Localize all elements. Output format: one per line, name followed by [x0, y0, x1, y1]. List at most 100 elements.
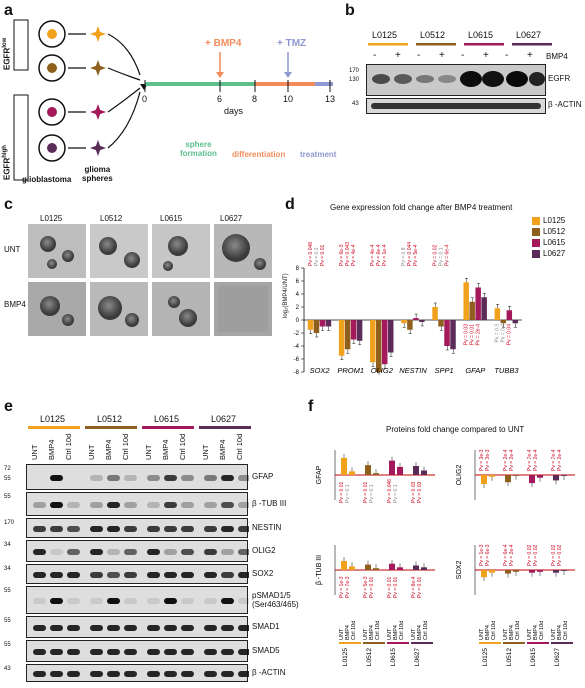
phase-treat-label: treatment: [300, 150, 337, 159]
e-col-label: Ctrl 10d: [178, 433, 187, 460]
f-col-label: UNT: [479, 628, 485, 640]
f-col-label: UNT: [551, 628, 557, 640]
p-value: Pv = 5e-3: [363, 576, 369, 598]
f-line-bar: [479, 642, 501, 644]
p-value: Pv = 0.1: [345, 484, 351, 503]
blot-band: [67, 502, 80, 508]
legend-label: L0125: [543, 216, 566, 225]
blot-band: [238, 549, 251, 555]
bar: [450, 320, 456, 350]
bar: [506, 310, 513, 320]
blot-band: [67, 625, 80, 631]
p-value: Pv = 5e-4: [413, 244, 419, 266]
y-tick-label: 8: [296, 266, 300, 272]
p-value: Pv = 6e-4: [376, 244, 382, 266]
bar: [481, 297, 487, 320]
p-value: Pv = 0.046: [387, 479, 393, 503]
legend-item: L0627: [532, 248, 584, 259]
timeline-tick: 13: [325, 94, 336, 104]
blot-band: [181, 475, 194, 481]
p-value: Pv = 2e-4: [503, 449, 509, 471]
bar: [382, 320, 388, 365]
f-col-label: Ctrl 10d: [399, 621, 405, 640]
blot-protein-label: SOX2: [252, 569, 274, 578]
f-line-bar: [411, 642, 433, 644]
micrograph: [28, 282, 86, 336]
p-value: Pv = 6e-4: [444, 244, 450, 266]
blot-band: [33, 502, 46, 508]
e-line-label: L0615: [154, 414, 180, 424]
blot-band: [90, 625, 103, 631]
blot-band: [124, 526, 137, 532]
p-value: Pv = 0.1: [438, 247, 444, 266]
p-value: Pv = 0.02: [533, 545, 539, 566]
legend-swatch: [532, 249, 540, 258]
blot-band: [164, 475, 177, 481]
timeline-tick: 10: [283, 94, 294, 104]
bar: [494, 308, 501, 320]
blot-band: [67, 572, 80, 578]
y-tick-label: 4: [296, 292, 300, 298]
f-bar: [537, 570, 543, 572]
p-value: Pv = 6e-3: [339, 244, 345, 266]
micrograph: [90, 224, 148, 278]
timeline-tick: 0: [142, 94, 148, 104]
blot-band: [181, 598, 194, 604]
blot-protein-label: OLIG2: [252, 546, 276, 555]
bar: [444, 320, 450, 346]
f-col-label: Ctrl 10d: [539, 621, 545, 640]
p-value: Pv = 3e-3: [479, 449, 485, 471]
blot-band: [67, 598, 80, 604]
blot-band: [90, 649, 103, 655]
p-value: Pv = 0.01: [320, 245, 326, 266]
p-value: Pv = 6e-3: [485, 544, 491, 566]
blot-band: [164, 625, 177, 631]
blot-band: [50, 649, 63, 655]
blot-band: [50, 625, 63, 631]
f-line-label: L0615: [530, 648, 537, 666]
p-value: Pv = 1e-3: [339, 576, 345, 598]
f-bar: [513, 570, 519, 572]
blot-band: [181, 572, 194, 578]
blot-band: [204, 475, 217, 481]
panel-e-blots: L0125 UNT BMP4 Ctrl 10d L0512 UNT BMP4 Ctrl 10d…: [0, 410, 305, 685]
blot-strip: [26, 616, 251, 638]
f-bar: [413, 466, 419, 475]
p-value: Pv = 4e-4: [370, 244, 376, 266]
glioblastoma-label: glioblastoma: [22, 175, 72, 184]
blot-band: [238, 625, 251, 631]
blot-band: [204, 549, 217, 555]
p-value: Pv = 0.01: [339, 482, 345, 503]
f-col-label: BMP4: [485, 625, 491, 640]
blot-band: [221, 502, 234, 508]
blot-protein-label: β -ACTIN: [252, 668, 286, 677]
timeline-diff-segment: [255, 82, 315, 86]
legend-item: L0512: [532, 226, 584, 237]
blot-band: [90, 598, 103, 604]
p-value: Pv = 0.2: [314, 247, 320, 266]
category-label: OLIG2: [371, 366, 394, 375]
blot-band: [50, 671, 63, 677]
sphere-icon: [90, 26, 106, 42]
blot-band: [67, 649, 80, 655]
blot-band: [147, 671, 160, 677]
bar: [325, 320, 332, 327]
blot-band: [238, 502, 251, 508]
blot-band: [107, 502, 120, 508]
y-tick-label: -4: [294, 344, 300, 350]
y-tick-label: 0: [296, 318, 300, 324]
mw-marker: 43: [352, 101, 359, 107]
f-col-label: Ctrl 10d: [423, 621, 429, 640]
blot-band: [107, 671, 120, 677]
p-value: Pv = 0.048: [308, 242, 314, 266]
blot-band: [90, 671, 103, 677]
blot-band: [164, 649, 177, 655]
p-value: Pv = 0.02: [527, 545, 533, 566]
micrograph-grid: [28, 224, 272, 336]
panel-b-lines: L0125 L0512 L0615 L0627: [350, 28, 580, 44]
blot-band: [147, 572, 160, 578]
f-bar: [389, 563, 395, 570]
p-value: Pv = 0.01: [387, 577, 393, 598]
p-value: Pv = 0.1: [393, 484, 399, 503]
micrograph: [90, 282, 148, 336]
